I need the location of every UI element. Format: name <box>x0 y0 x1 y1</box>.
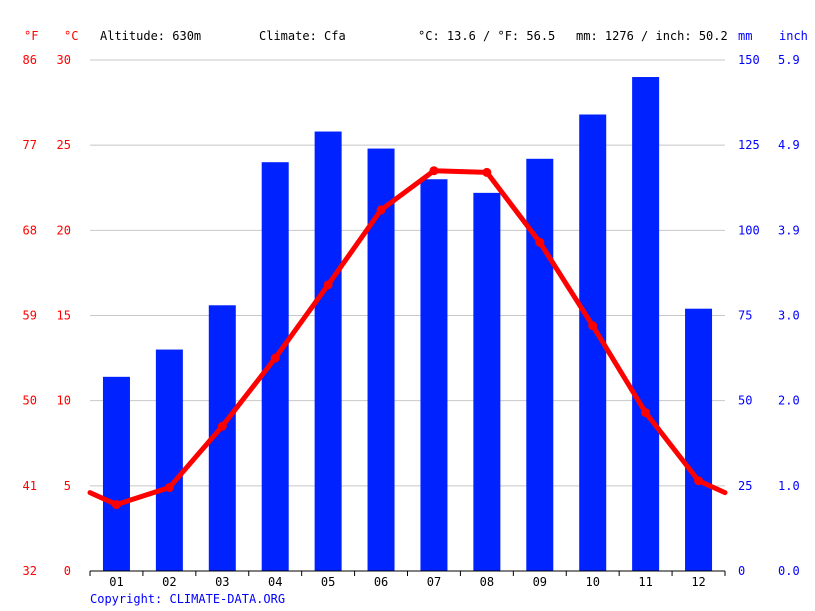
climate-label: Climate: Cfa <box>259 29 346 43</box>
inch-tick-label: 5.9 <box>778 53 800 67</box>
month-label: 11 <box>638 575 652 589</box>
fahrenheit-tick-label: 68 <box>23 223 37 237</box>
precipitation-total-label: mm: 1276 / inch: 50.2 <box>576 29 728 43</box>
temperature-point <box>323 280 333 290</box>
precipitation-bar <box>420 179 448 571</box>
month-label: 10 <box>585 575 599 589</box>
inch-tick-label: 4.9 <box>778 138 800 152</box>
month-label: 12 <box>691 575 705 589</box>
celsius-tick-label: 20 <box>57 223 71 237</box>
mm-tick-label: 100 <box>738 223 760 237</box>
celsius-unit-label: °C <box>64 29 79 43</box>
precipitation-bar <box>632 77 660 572</box>
fahrenheit-tick-label: 50 <box>23 394 37 408</box>
month-label: 09 <box>533 575 547 589</box>
month-label: 07 <box>427 575 441 589</box>
temperature-point <box>429 166 439 176</box>
precipitation-bar <box>155 349 183 571</box>
temperature-line <box>87 168 728 508</box>
mm-tick-label: 150 <box>738 53 760 67</box>
mm-tick-label: 75 <box>738 309 752 323</box>
inch-tick-label: 0.0 <box>778 564 800 578</box>
fahrenheit-tick-label: 86 <box>23 53 37 67</box>
celsius-tick-label: 10 <box>57 394 71 408</box>
temperature-point <box>217 421 227 431</box>
inch-tick-label: 3.0 <box>778 309 800 323</box>
fahrenheit-unit-label: °F <box>24 29 39 43</box>
month-label: 02 <box>162 575 176 589</box>
month-label: 03 <box>215 575 229 589</box>
temperature-point <box>535 237 545 247</box>
temperature-point <box>482 167 492 177</box>
temperature-point <box>641 408 651 418</box>
temperature-point <box>588 321 598 331</box>
temperature-point <box>111 500 121 510</box>
copyright-text[interactable]: Copyright: CLIMATE-DATA.ORG <box>90 592 286 606</box>
temperature-point <box>376 205 386 215</box>
mm-tick-label: 25 <box>738 479 752 493</box>
month-label: 04 <box>268 575 282 589</box>
mm-unit-label: mm <box>738 29 753 43</box>
fahrenheit-tick-label: 77 <box>23 138 37 152</box>
mm-tick-label: 0 <box>738 564 745 578</box>
mm-tick-label: 125 <box>738 138 760 152</box>
celsius-tick-label: 30 <box>57 53 71 67</box>
inch-tick-label: 2.0 <box>778 394 800 408</box>
fahrenheit-tick-label: 41 <box>23 479 37 493</box>
temperature-point <box>270 353 280 363</box>
average-temperature-label: °C: 13.6 / °F: 56.5 <box>418 29 556 43</box>
mm-tick-label: 50 <box>738 394 752 408</box>
inch-tick-label: 3.9 <box>778 223 800 237</box>
precipitation-bar <box>685 308 713 571</box>
month-label: 01 <box>109 575 123 589</box>
fahrenheit-tick-label: 32 <box>23 564 37 578</box>
precipitation-bar <box>473 192 501 572</box>
month-label: 08 <box>480 575 494 589</box>
temperature-point <box>164 483 174 493</box>
inch-tick-label: 1.0 <box>778 479 800 493</box>
inch-unit-label: inch <box>779 29 808 43</box>
precipitation-bar <box>526 158 554 571</box>
month-label: 05 <box>321 575 335 589</box>
month-label: 06 <box>374 575 388 589</box>
celsius-tick-label: 15 <box>57 309 71 323</box>
fahrenheit-tick-label: 59 <box>23 309 37 323</box>
celsius-tick-label: 5 <box>64 479 71 493</box>
celsius-tick-label: 25 <box>57 138 71 152</box>
precipitation-bar <box>314 131 342 572</box>
altitude-label: Altitude: 630m <box>100 29 202 43</box>
celsius-tick-label: 0 <box>64 564 71 578</box>
temperature-point <box>694 476 704 486</box>
precipitation-bar <box>102 376 130 571</box>
